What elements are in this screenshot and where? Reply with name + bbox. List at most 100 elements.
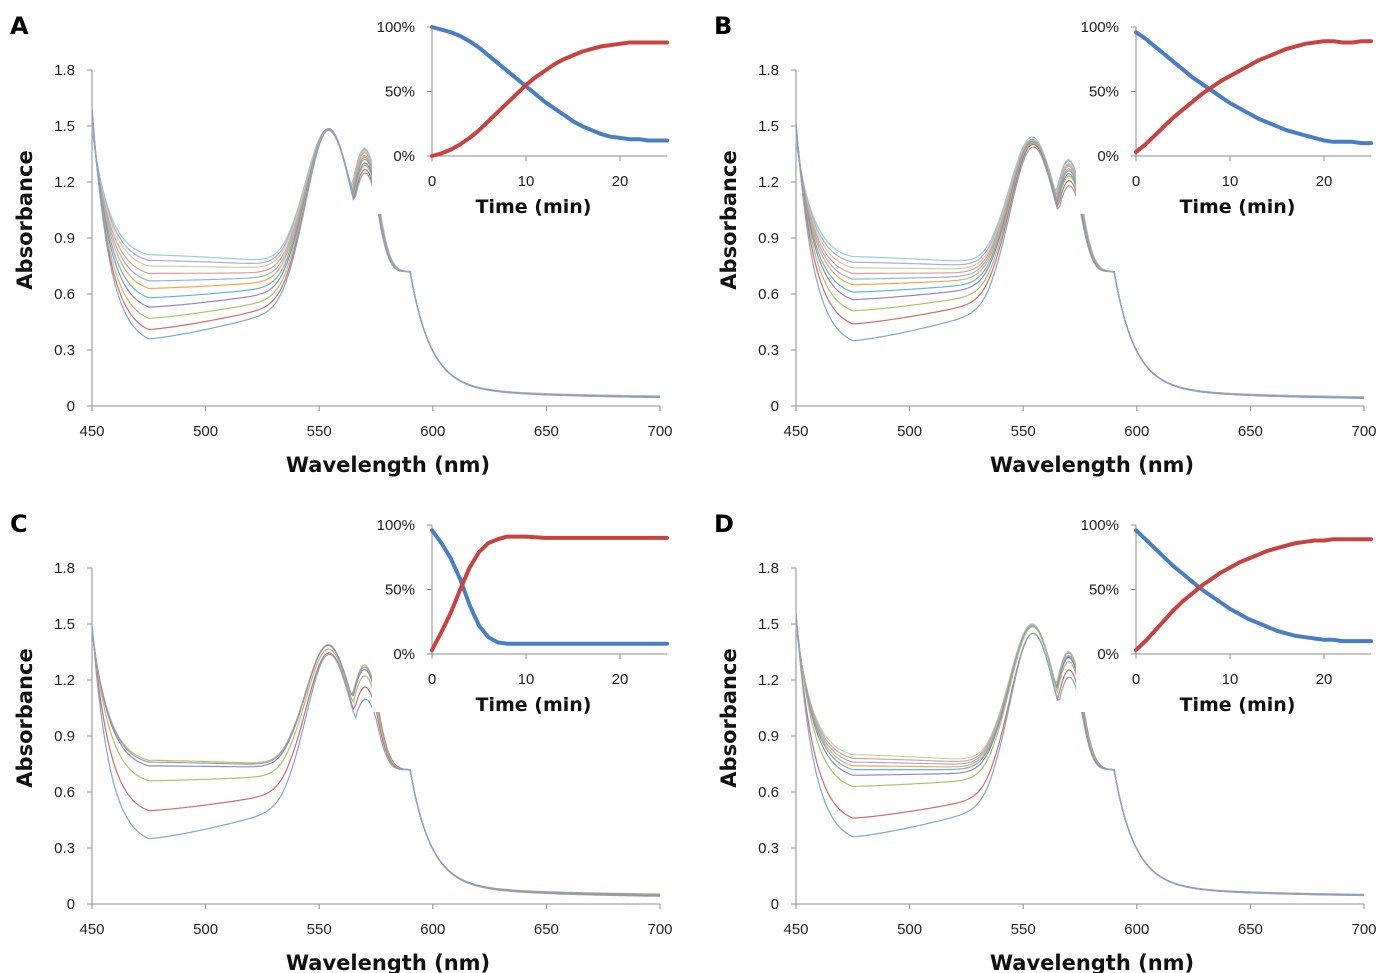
y-tick-label: 1.8 [758,62,779,79]
inset-x-tick-label: 10 [1222,173,1239,190]
inset-x-tick-label: 0 [1132,671,1140,688]
y-axis-title: Absorbance [717,150,741,289]
x-axis-title: Wavelength (nm) [286,453,490,477]
panel-a: A 0 0.3 0.6 0.9 1.2 1.5 1.8 450 500 550 600 650 700 Wa… [10,12,673,477]
inset-x-tick-label: 10 [518,671,535,688]
x-axis-title: Wavelength (nm) [286,951,490,973]
inset-x-tick-label: 0 [1132,173,1140,190]
kinetic-gain-line [430,40,669,158]
x-tick-label: 600 [1124,921,1149,938]
kinetic-loss-line [430,528,669,646]
panel-label: B [714,12,732,40]
x-axis-title: Wavelength (nm) [990,453,1194,477]
inset-x-axis-title: Time (min) [1180,694,1296,716]
panel-b: B 0 0.3 0.6 0.9 1.2 1.5 1.8 450 500 550 600 650 700 Wa… [714,12,1377,477]
x-tick-label: 450 [783,921,808,938]
inset-y-tick-label: 0% [1097,148,1119,165]
x-axis-title: Wavelength (nm) [990,951,1194,973]
y-tick-label: 1.8 [758,560,779,577]
inset-chart: 0% 50% 100% 0 10 20 Time (min) [1076,17,1375,218]
inset-x-tick-label: 20 [612,173,629,190]
x-tick-label: 650 [534,921,559,938]
y-tick-label: 0 [771,398,779,415]
kinetic-loss-line [1134,30,1373,146]
inset-y-tick-label: 100% [377,517,415,534]
inset-x-axis-title: Time (min) [476,196,592,218]
x-tick-label: 550 [307,423,332,440]
x-tick-label: 600 [420,423,445,440]
inset-chart: 0% 50% 100% 0 10 20 Time (min) [1076,515,1375,716]
inset-x-tick-label: 20 [612,671,629,688]
x-tick-label: 650 [1238,423,1263,440]
inset-background [1076,515,1375,712]
y-tick-label: 0.3 [54,840,75,857]
y-tick-label: 1.2 [758,174,779,191]
y-tick-label: 0.3 [758,342,779,359]
inset-y-tick-label: 50% [385,84,415,101]
inset-x-tick-label: 20 [1316,671,1333,688]
y-tick-label: 1.5 [54,616,75,633]
inset-background [372,17,671,214]
y-tick-label: 0 [67,896,75,913]
inset-x-tick-label: 10 [1222,671,1239,688]
x-tick-label: 500 [897,423,922,440]
inset-y-tick-label: 50% [1089,84,1119,101]
panel-label: C [10,510,28,538]
x-tick-label: 600 [420,921,445,938]
y-tick-label: 0 [771,896,779,913]
inset-x-axis-title: Time (min) [476,694,592,716]
x-tick-label: 550 [1011,423,1036,440]
inset-y-tick-label: 0% [393,646,415,663]
panel-label: A [10,12,29,40]
inset-x-tick-label: 0 [428,671,436,688]
inset-y-tick-label: 50% [385,582,415,599]
y-tick-label: 1.2 [54,174,75,191]
x-tick-label: 700 [1351,423,1376,440]
x-tick-label: 700 [1351,921,1376,938]
kinetic-loss-line [430,25,669,143]
panel-d: D 0 0.3 0.6 0.9 1.2 1.5 1.8 450 500 550 600 650 700 Wa… [714,510,1377,973]
x-tick-label: 600 [1124,423,1149,440]
y-tick-label: 1.2 [54,672,75,689]
x-tick-label: 700 [647,423,672,440]
kinetic-gain-line [430,534,669,653]
inset-background [372,515,671,712]
inset-y-tick-label: 100% [1081,19,1119,36]
y-tick-label: 0.9 [54,230,75,247]
x-tick-label: 450 [79,921,104,938]
y-tick-label: 0.6 [54,784,75,801]
inset-chart: 0% 50% 100% 0 10 20 Time (min) [372,17,671,218]
y-tick-label: 0.6 [758,784,779,801]
y-tick-label: 0 [67,398,75,415]
y-tick-label: 0.3 [54,342,75,359]
y-tick-label: 0.9 [54,728,75,745]
y-axis-title: Absorbance [13,150,37,289]
inset-x-tick-label: 0 [428,173,436,190]
y-tick-label: 1.5 [54,118,75,135]
y-tick-label: 1.8 [54,560,75,577]
panel-label: D [714,510,734,538]
y-tick-label: 1.5 [758,118,779,135]
y-tick-label: 0.9 [758,230,779,247]
inset-x-tick-label: 20 [1316,173,1333,190]
inset-y-tick-label: 100% [1081,517,1119,534]
y-tick-label: 1.5 [758,616,779,633]
inset-y-tick-label: 0% [1097,646,1119,663]
kinetic-loss-line [1134,528,1373,644]
x-tick-label: 500 [193,423,218,440]
kinetic-gain-line [1134,39,1373,155]
y-tick-label: 1.8 [54,62,75,79]
kinetic-gain-line [1134,537,1373,653]
x-tick-label: 700 [647,921,672,938]
x-tick-label: 550 [1011,921,1036,938]
panel-c: C 0 0.3 0.6 0.9 1.2 1.5 1.8 450 500 550 600 650 700 Wa… [10,510,673,973]
inset-chart: 0% 50% 100% 0 10 20 Time (min) [372,515,671,716]
inset-y-tick-label: 100% [377,19,415,36]
x-tick-label: 450 [79,423,104,440]
y-tick-label: 1.2 [758,672,779,689]
y-axis-title: Absorbance [13,648,37,787]
x-tick-label: 500 [897,921,922,938]
y-tick-label: 0.3 [758,840,779,857]
inset-background [1076,17,1375,214]
